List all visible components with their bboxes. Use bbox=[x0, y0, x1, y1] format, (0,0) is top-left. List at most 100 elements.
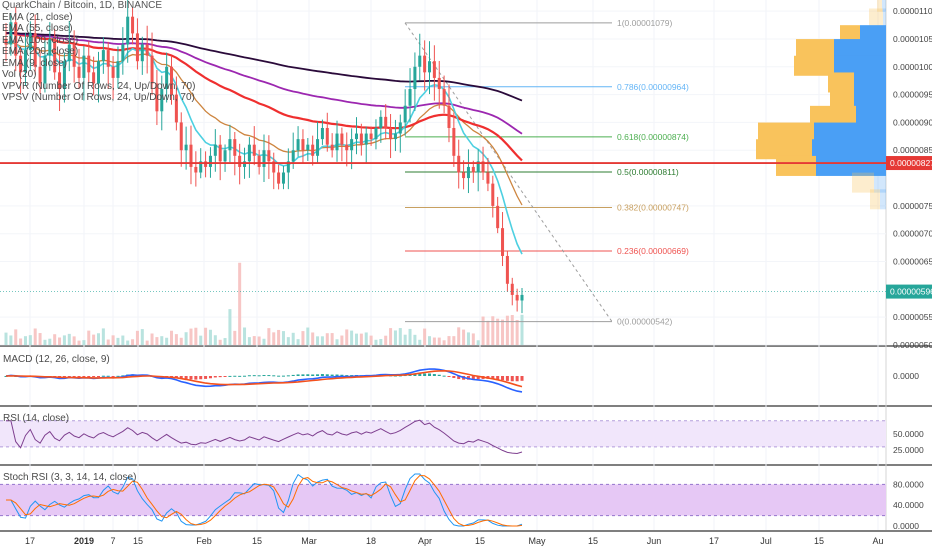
candle-body bbox=[243, 161, 247, 167]
vpvr-up-bar bbox=[856, 105, 886, 126]
candle-body bbox=[23, 50, 27, 73]
volume-bar bbox=[418, 339, 422, 345]
macd-histogram-bar bbox=[413, 373, 417, 376]
candle-body bbox=[116, 61, 120, 78]
candle-body bbox=[491, 183, 495, 206]
volume-bar bbox=[393, 330, 397, 345]
volume-bar bbox=[379, 339, 383, 345]
vpvr-up-bar bbox=[874, 172, 886, 193]
macd-histogram-bar bbox=[496, 376, 500, 380]
macd-histogram-bar bbox=[325, 374, 329, 376]
macd-histogram-bar bbox=[442, 375, 446, 377]
candle-body bbox=[101, 50, 105, 62]
volume-bar bbox=[96, 333, 100, 345]
macd-histogram-bar bbox=[335, 374, 339, 376]
volume-bar bbox=[111, 335, 115, 345]
macd-histogram-bar bbox=[452, 376, 456, 378]
volume-bar bbox=[233, 330, 237, 345]
symbol-title[interactable]: QuarkChain / Bitcoin, 1D, BINANCE bbox=[2, 0, 163, 11]
macd-histogram-bar bbox=[223, 376, 227, 377]
legend-vpsv[interactable]: VPSV (Number Of Rows, 24, Up/Down, 70) bbox=[2, 92, 195, 103]
volume-bar bbox=[14, 329, 18, 345]
fib-level-label: 0.5(0.00000811) bbox=[617, 167, 679, 177]
macd-histogram-bar bbox=[340, 374, 344, 376]
x-tick-label: 15 bbox=[133, 536, 143, 546]
x-tick-label: Mar bbox=[301, 536, 317, 546]
macd-histogram-bar bbox=[252, 375, 256, 377]
volume-bar bbox=[267, 328, 271, 345]
candle-body bbox=[330, 144, 334, 151]
volume-bar bbox=[150, 333, 154, 345]
x-tick-label: Jul bbox=[760, 536, 772, 546]
volume-bar bbox=[286, 337, 290, 345]
candle-body bbox=[291, 150, 295, 162]
stoch-tick-label: 40.0000 bbox=[893, 500, 924, 510]
candle-body bbox=[296, 139, 300, 151]
last-price-label: 0.00000596 bbox=[890, 287, 932, 297]
legend-volume[interactable]: Vol (20) bbox=[2, 69, 37, 80]
volume-bar bbox=[354, 333, 358, 345]
volume-bar bbox=[72, 336, 76, 345]
candle-body bbox=[53, 38, 57, 73]
legend-vpvr[interactable]: VPVR (Number Of Rows, 24, Up/Down, 70) bbox=[2, 80, 196, 92]
rsi-pane-label[interactable]: RSI (14, close) bbox=[3, 413, 70, 424]
legend-ema200[interactable]: EMA (200, close) bbox=[2, 46, 79, 57]
candle-body bbox=[140, 44, 144, 62]
candle-body bbox=[233, 139, 237, 156]
rsi-line bbox=[6, 419, 523, 455]
candle-body bbox=[281, 172, 285, 184]
x-tick-label: 15 bbox=[252, 536, 262, 546]
legend-ema55[interactable]: EMA (55, close) bbox=[2, 23, 73, 34]
candle-body bbox=[359, 133, 363, 145]
volume-bar bbox=[262, 338, 266, 345]
macd-histogram-bar bbox=[350, 375, 354, 377]
fib-level-label: 0.618(0.00000874) bbox=[617, 132, 689, 142]
vpvr-up-bar bbox=[883, 8, 886, 29]
macd-pane-label[interactable]: MACD (12, 26, close, 9) bbox=[3, 354, 110, 365]
x-tick-label: 7 bbox=[110, 536, 115, 546]
volume-bar bbox=[28, 335, 32, 345]
vpvr-down-bar bbox=[810, 105, 856, 126]
candle-body bbox=[28, 33, 32, 51]
stoch-pane-label[interactable]: Stoch RSI (3, 3, 14, 14, close) bbox=[3, 472, 137, 483]
candle-body bbox=[135, 33, 139, 62]
macd-histogram-bar bbox=[501, 376, 505, 381]
legend-ema9[interactable]: EMA (9, close) bbox=[2, 57, 68, 69]
fib-level-label: 0(0.00000542) bbox=[617, 317, 672, 327]
macd-histogram-bar bbox=[311, 374, 315, 376]
support-price-label: 0.00000827 bbox=[890, 158, 932, 168]
vpvr-down-bar bbox=[869, 8, 883, 29]
volume-bar bbox=[369, 335, 373, 345]
volume-bar bbox=[316, 336, 320, 345]
x-tick-label: 17 bbox=[709, 536, 719, 546]
candle-body bbox=[408, 89, 412, 106]
macd-histogram-bar bbox=[286, 375, 290, 377]
macd-histogram-bar bbox=[306, 374, 310, 376]
volume-bar bbox=[165, 337, 169, 345]
macd-histogram-bar bbox=[174, 376, 178, 378]
vpvr-up-bar bbox=[834, 39, 886, 60]
candle-body bbox=[286, 161, 290, 173]
candle-body bbox=[306, 144, 310, 151]
candle-body bbox=[345, 144, 349, 151]
candle-body bbox=[462, 172, 466, 179]
volume-bar bbox=[243, 327, 247, 345]
volume-bar bbox=[350, 330, 354, 345]
macd-histogram-bar bbox=[476, 376, 480, 380]
candle-body bbox=[335, 133, 339, 151]
volume-bar bbox=[131, 339, 135, 345]
legend-ema100[interactable]: EMA (100, close) bbox=[2, 34, 79, 46]
candle-body bbox=[170, 66, 174, 95]
candle-body bbox=[447, 105, 451, 128]
volume-bar bbox=[340, 335, 344, 345]
macd-tick-label: 0.0000 bbox=[893, 371, 919, 381]
legend-ema21[interactable]: EMA (21, close) bbox=[2, 11, 73, 23]
fib-level-label: 0.382(0.00000747) bbox=[617, 203, 689, 213]
